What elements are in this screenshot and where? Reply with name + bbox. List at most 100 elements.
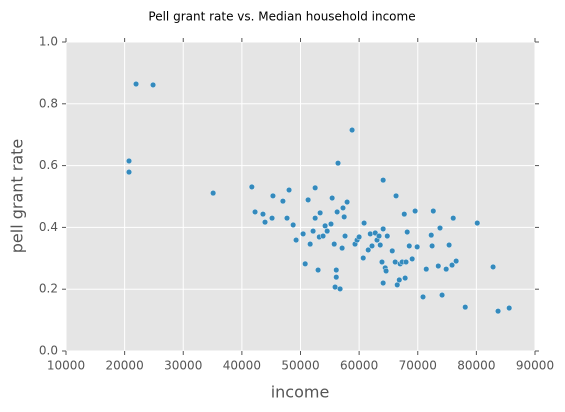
point [376,233,383,240]
x-tick-label: 30000 [164,359,202,373]
point [339,245,346,252]
point [312,215,319,222]
point [423,266,430,273]
point [380,177,387,184]
point [269,192,276,199]
point [449,262,456,269]
point [383,267,390,274]
point [446,242,453,249]
point [302,260,309,267]
point [317,209,324,216]
point [150,81,157,88]
point [279,198,286,205]
point [378,259,385,266]
x-tick-label: 80000 [457,359,495,373]
point [412,208,419,215]
point [322,222,329,229]
point [450,215,457,222]
point [437,225,444,232]
x-tick-label: 70000 [399,359,437,373]
y-axis-label: pell grant rate [8,139,27,254]
point [349,127,356,134]
point [307,241,314,248]
point [327,221,334,228]
point [380,225,387,232]
point [333,267,340,274]
y-tick-label: 1.0 [39,35,58,49]
x-tick-label: 40000 [223,359,261,373]
point [340,204,347,211]
x-axis-label: income [271,383,330,402]
point [262,219,269,226]
point [474,220,481,227]
point [490,263,497,270]
point [506,305,513,312]
point [361,220,368,227]
point [315,267,322,274]
point [269,215,276,222]
point [344,199,351,206]
point [393,192,400,199]
point [334,208,341,215]
y-tick-label: 0.6 [39,158,58,172]
x-tick-label: 50000 [281,359,319,373]
point [409,255,416,262]
y-tick-label: 0.4 [39,220,58,234]
point [320,233,327,240]
point [126,169,133,176]
point [435,263,442,270]
point [396,276,403,283]
point [429,242,436,249]
point [462,304,469,311]
point [293,237,300,244]
point [420,293,427,300]
point [310,228,317,235]
x-tick-label: 20000 [106,359,144,373]
x-tick-label: 90000 [516,359,554,373]
point [259,211,266,218]
point [367,230,374,237]
point [369,242,376,249]
point [403,259,410,266]
y-tick-label: 0.2 [39,282,58,296]
point [312,184,319,191]
point [495,308,502,315]
point [210,190,217,197]
point [365,246,372,253]
point [380,280,387,287]
point [126,157,133,164]
point [443,266,450,273]
point [414,243,421,250]
point [356,233,363,240]
x-tick-label: 60000 [340,359,378,373]
point [406,242,413,249]
point [284,215,291,222]
point [286,187,293,194]
point [377,242,384,249]
point [290,221,297,228]
chart-title: Pell grant rate vs. Median household inc… [148,10,415,24]
point [300,230,307,237]
point [453,258,460,265]
point [305,196,312,203]
y-tick-label: 0.0 [39,344,58,358]
point [428,232,435,239]
point [430,208,437,215]
point [335,160,342,167]
point [252,208,259,215]
point [389,247,396,254]
point [337,285,344,292]
y-tick-label: 0.8 [39,96,58,110]
point [248,183,255,190]
point [133,81,140,88]
point [331,241,338,248]
point [439,292,446,299]
point [404,229,411,236]
point [341,213,348,220]
point [402,275,409,282]
point [384,233,391,240]
point [324,228,331,235]
point [329,195,336,202]
points [126,81,513,315]
point [401,211,408,218]
